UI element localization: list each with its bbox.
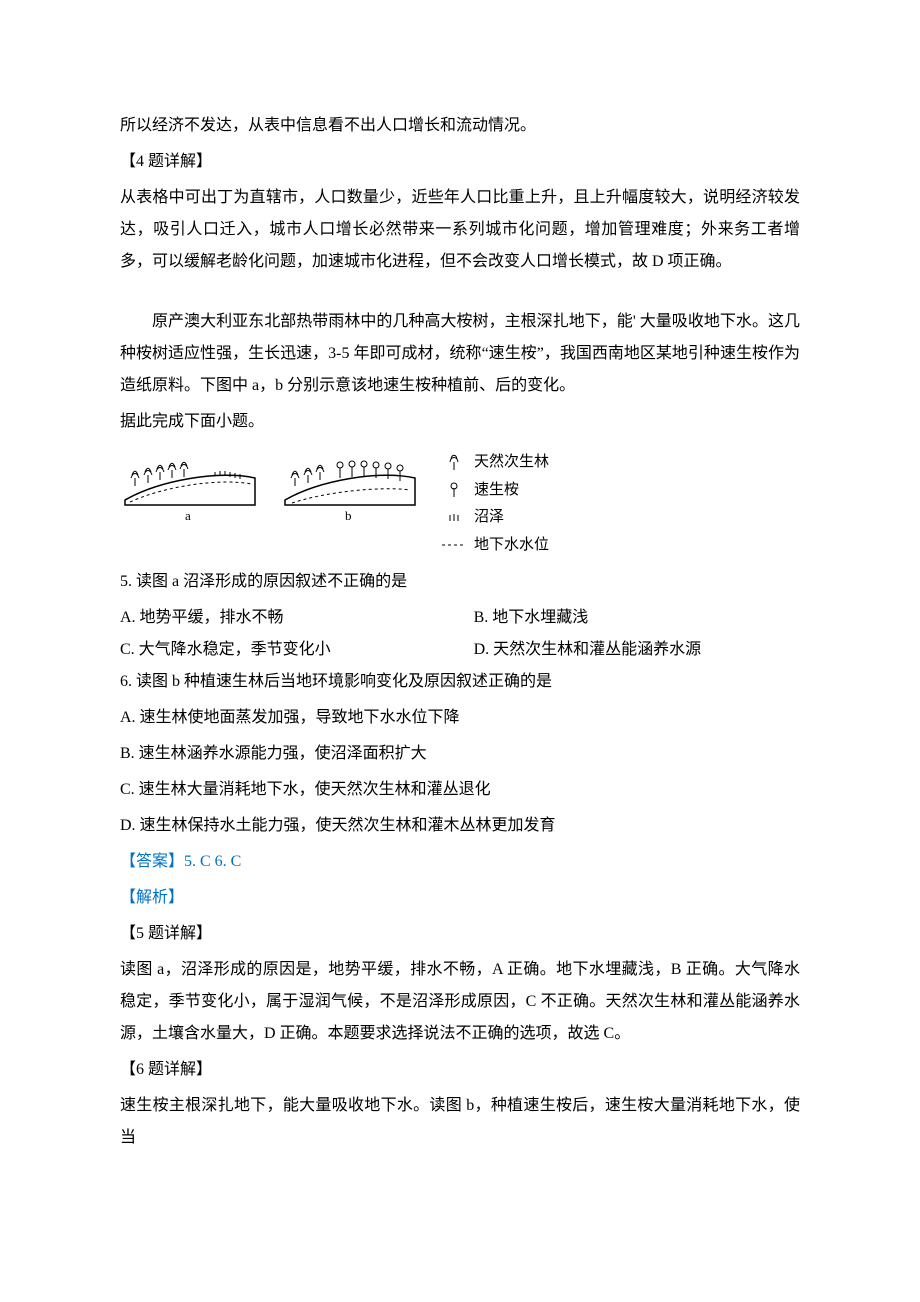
q5-option-a: A. 地势平缓，排水不畅: [120, 602, 474, 634]
q5-detail-label: 【5 题详解】: [120, 918, 800, 950]
legend-label: 沼泽: [474, 505, 504, 531]
figure-legend: 天然次生林 速生桉 沼泽 地下水水位: [440, 450, 549, 560]
q5-option-d: D. 天然次生林和灌丛能涵养水源: [474, 634, 800, 666]
analysis-label: 【解析】: [120, 882, 800, 914]
q6-detail-label: 【6 题详解】: [120, 1054, 800, 1086]
legend-label: 速生桉: [474, 478, 519, 504]
prev-paragraph-tail: 所以经济不发达，从表中信息看不出人口增长和流动情况。: [120, 110, 800, 142]
section-gap: [120, 282, 800, 306]
q4-detail-label: 【4 题详解】: [120, 146, 800, 178]
passage-instruction: 据此完成下面小题。: [120, 406, 800, 438]
legend-item: 天然次生林: [440, 450, 549, 476]
q5-option-row: A. 地势平缓，排水不畅 B. 地下水埋藏浅: [120, 602, 800, 634]
figure-panel-a: a: [120, 450, 260, 534]
eucalyptus-icon: [440, 481, 468, 499]
legend-label: 天然次生林: [474, 450, 549, 476]
q5-option-c: C. 大气降水稳定，季节变化小: [120, 634, 474, 666]
legend-item: 沼泽: [440, 505, 549, 531]
q4-detail-text: 从表格中可出丁为直辖市，人口数量少，近些年人口比重上升，且上升幅度较大，说明经济…: [120, 182, 800, 278]
panel-a-label: a: [185, 508, 191, 522]
passage-text: 原产澳大利亚东北部热带雨林中的几种高大桉树，主根深扎地下，能' 大量吸收地下水。…: [120, 306, 800, 402]
answer-line: 【答案】5. C 6. C: [120, 846, 800, 878]
q6-stem: 6. 读图 b 种植速生林后当地环境影响变化及原因叙述正确的是: [120, 666, 800, 698]
q6-option-b: B. 速生林涵养水源能力强，使沼泽面积扩大: [120, 738, 800, 770]
figure-panel-b: b: [280, 450, 420, 534]
q6-detail-text: 速生桉主根深扎地下，能大量吸收地下水。读图 b，种植速生桉后，速生桉大量消耗地下…: [120, 1090, 800, 1154]
q5-option-row: C. 大气降水稳定，季节变化小 D. 天然次生林和灌丛能涵养水源: [120, 634, 800, 666]
legend-label: 地下水水位: [474, 533, 549, 559]
q5-detail-text: 读图 a，沼泽形成的原因是，地势平缓，排水不畅，A 正确。地下水埋藏浅，B 正确…: [120, 954, 800, 1050]
legend-item: 速生桉: [440, 478, 549, 504]
q6-option-c: C. 速生林大量消耗地下水，使天然次生林和灌丛退化: [120, 774, 800, 806]
document-page: 所以经济不发达，从表中信息看不出人口增长和流动情况。 【4 题详解】 从表格中可…: [0, 0, 920, 1302]
water-table-icon: [440, 540, 468, 550]
panel-b-label: b: [345, 508, 352, 522]
q5-stem: 5. 读图 a 沼泽形成的原因叙述不正确的是: [120, 566, 800, 598]
q5-option-b: B. 地下水埋藏浅: [474, 602, 800, 634]
q6-option-d: D. 速生林保持水土能力强，使天然次生林和灌木丛林更加发育: [120, 810, 800, 842]
broadleaf-tree-icon: [440, 454, 468, 472]
swamp-icon: [440, 509, 468, 527]
legend-item: 地下水水位: [440, 533, 549, 559]
q6-option-a: A. 速生林使地面蒸发加强，导致地下水水位下降: [120, 702, 800, 734]
figure-row: a: [120, 450, 800, 560]
